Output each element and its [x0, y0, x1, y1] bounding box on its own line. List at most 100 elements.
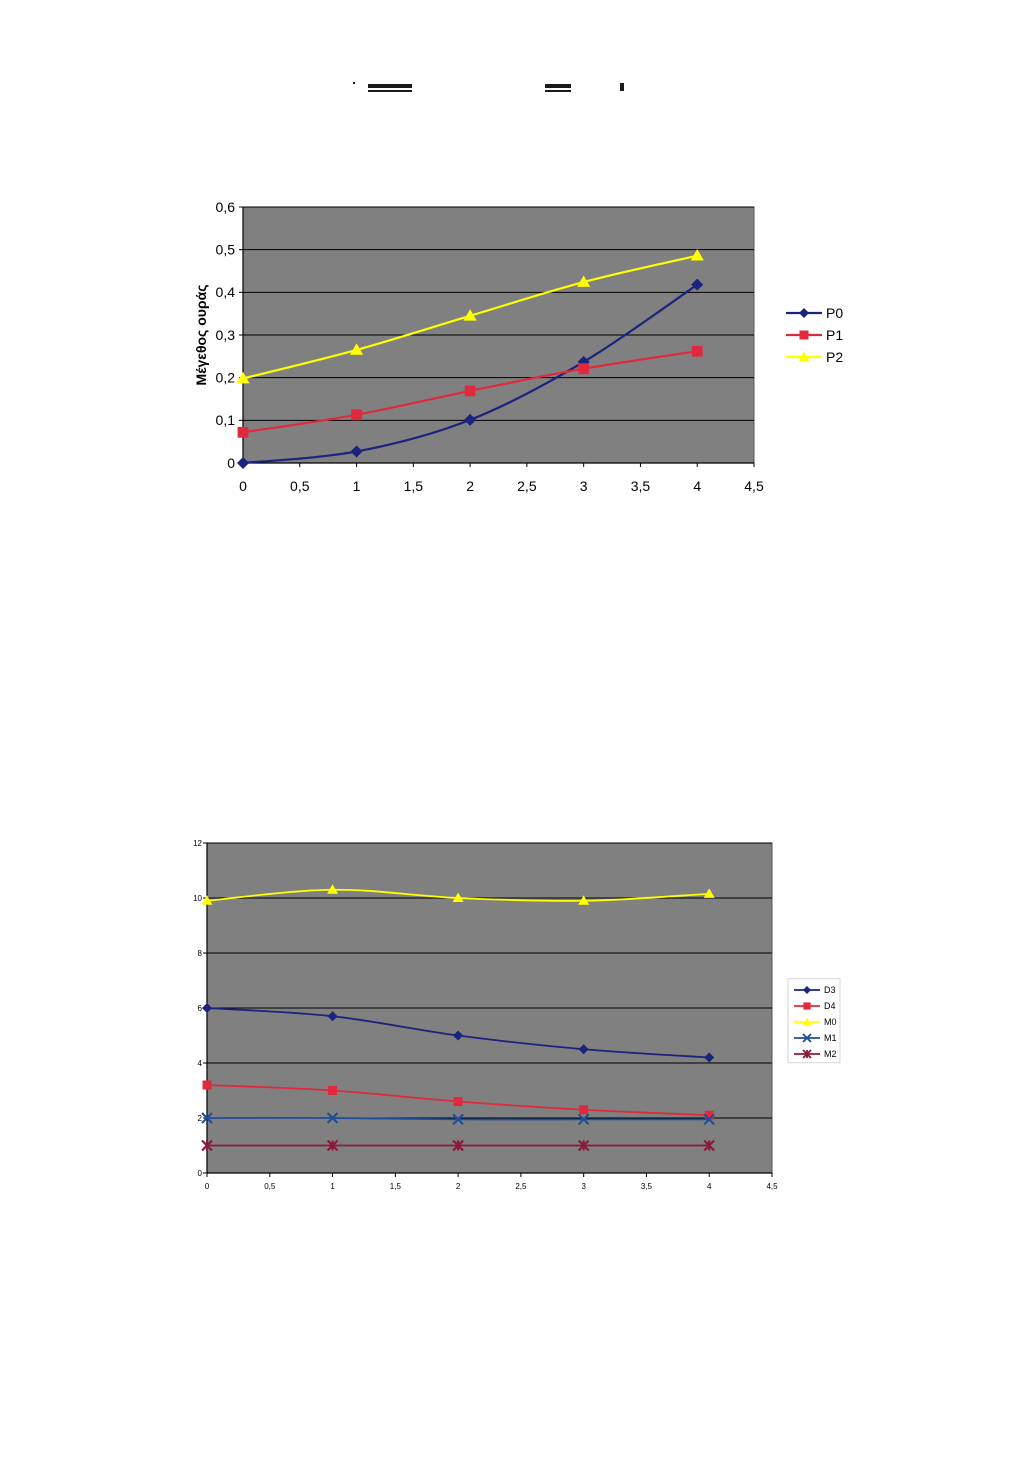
data-point — [453, 1097, 463, 1106]
data-point — [452, 892, 464, 902]
data-point — [237, 457, 249, 469]
chart1-ylabel: Μέγεθος ουράς — [193, 285, 209, 386]
data-point — [201, 1112, 213, 1124]
data-point — [577, 275, 591, 287]
data-point — [351, 409, 362, 421]
series-P1 — [237, 345, 703, 438]
y-tick-label: 2 — [198, 1114, 203, 1123]
legend-label: P2 — [826, 349, 843, 365]
y-tick-label: 0,2 — [216, 370, 236, 386]
data-point — [704, 1110, 714, 1120]
data-point — [237, 426, 249, 438]
legend-entry-D3: D3 — [794, 985, 836, 995]
x-tick-label: 1 — [330, 1182, 335, 1191]
data-point — [690, 249, 704, 261]
data-point — [691, 345, 703, 357]
data-point — [577, 1139, 590, 1152]
data-point — [703, 888, 715, 898]
header-scan-marks — [353, 82, 624, 92]
x-tick-label: 3,5 — [641, 1182, 653, 1191]
data-point — [326, 1139, 339, 1152]
data-point — [799, 308, 809, 318]
x-tick-label: 3 — [581, 1182, 586, 1191]
queue-size-chart: Μέγεθος ουράς 0 0,1 0,2 0,3 0,4 0,5 0,6 0 0,5 1 1,… — [193, 199, 843, 494]
y-tick-label: 0,1 — [216, 412, 236, 428]
data-point — [799, 330, 809, 340]
x-tick-label: 4,5 — [766, 1182, 778, 1191]
data-point — [236, 371, 250, 384]
x-tick-label: 3,5 — [631, 478, 651, 494]
metrics-chart: 0 2 4 6 8 10 12 0 0,5 1 1,5 2 2,5 3 3,5 4 4,5 D3 D4 M0 M1 M2 — [193, 839, 841, 1191]
x-tick-label: 4 — [707, 1182, 712, 1191]
data-point — [350, 445, 363, 458]
data-point — [802, 1033, 812, 1043]
x-tick-label: 2 — [466, 478, 474, 494]
legend: P0 P1 P2 — [786, 305, 843, 365]
y-tick-label: 0 — [227, 455, 235, 471]
legend-entry-M1: M1 — [794, 1033, 837, 1043]
x-tick-label: 1,5 — [390, 1182, 402, 1191]
y-tick-label: 10 — [193, 894, 202, 903]
data-point — [201, 1139, 213, 1152]
header-mark — [545, 84, 571, 88]
data-point — [704, 1052, 715, 1063]
data-point — [579, 1105, 589, 1115]
y-tick-label: 0,4 — [216, 284, 236, 300]
series-D3 — [202, 1003, 715, 1063]
legend-label: M0 — [824, 1017, 837, 1027]
data-point — [578, 363, 590, 375]
data-point — [691, 278, 704, 291]
y-tick-label: 4 — [198, 1059, 203, 1068]
legend-entry-P2: P2 — [786, 349, 843, 365]
data-point — [578, 1044, 589, 1055]
data-point — [703, 1139, 715, 1152]
data-point — [202, 1003, 212, 1013]
header-mark — [368, 84, 412, 88]
data-point — [201, 895, 213, 905]
x-tick-label: 4 — [693, 478, 701, 494]
x-tick-label: 4,5 — [744, 478, 764, 494]
data-point — [349, 343, 364, 355]
data-point — [452, 1139, 464, 1152]
header-mark — [353, 82, 355, 84]
series-M2 — [201, 1139, 715, 1152]
data-point — [327, 884, 339, 894]
series-M1 — [201, 1112, 715, 1126]
y-tick-label: 12 — [193, 839, 202, 848]
data-point — [452, 1113, 464, 1126]
x-tick-label: 2 — [456, 1182, 461, 1191]
x-tick-label: 0,5 — [290, 478, 310, 494]
y-tick-label: 8 — [198, 949, 203, 958]
data-point — [464, 385, 476, 397]
legend-entry-P1: P1 — [786, 327, 843, 343]
header-mark — [620, 83, 624, 91]
data-point — [327, 1011, 338, 1022]
legend-entry-P0: P0 — [786, 305, 843, 321]
legend-label: D4 — [824, 1001, 836, 1011]
x-tick-label: 0,5 — [264, 1182, 276, 1191]
data-point — [578, 895, 590, 905]
legend-label: P1 — [826, 327, 843, 343]
legend-box — [787, 978, 841, 1064]
header-mark — [368, 90, 412, 92]
y-tick-label: 0,6 — [216, 199, 236, 215]
legend-label: M1 — [824, 1033, 837, 1043]
data-point — [328, 1086, 338, 1095]
data-point — [803, 1002, 811, 1010]
series-P2 — [236, 249, 704, 384]
x-tick-label: 2,5 — [517, 478, 537, 494]
data-point — [803, 986, 811, 994]
data-point — [798, 351, 810, 361]
x-tick-label: 1,5 — [404, 478, 424, 494]
legend: D3 D4 M0 M1 M2 — [787, 978, 841, 1064]
x-tick-label: 1 — [353, 478, 361, 494]
legend-label: D3 — [824, 985, 836, 995]
y-tick-label: 0,3 — [216, 327, 236, 343]
header-mark — [545, 90, 571, 92]
legend-entry-D4: D4 — [794, 1001, 836, 1011]
x-tick-label: 2,5 — [515, 1182, 527, 1191]
legend-label: P0 — [826, 305, 843, 321]
legend-entry-M0: M0 — [794, 1017, 837, 1027]
series-M0 — [201, 884, 715, 905]
